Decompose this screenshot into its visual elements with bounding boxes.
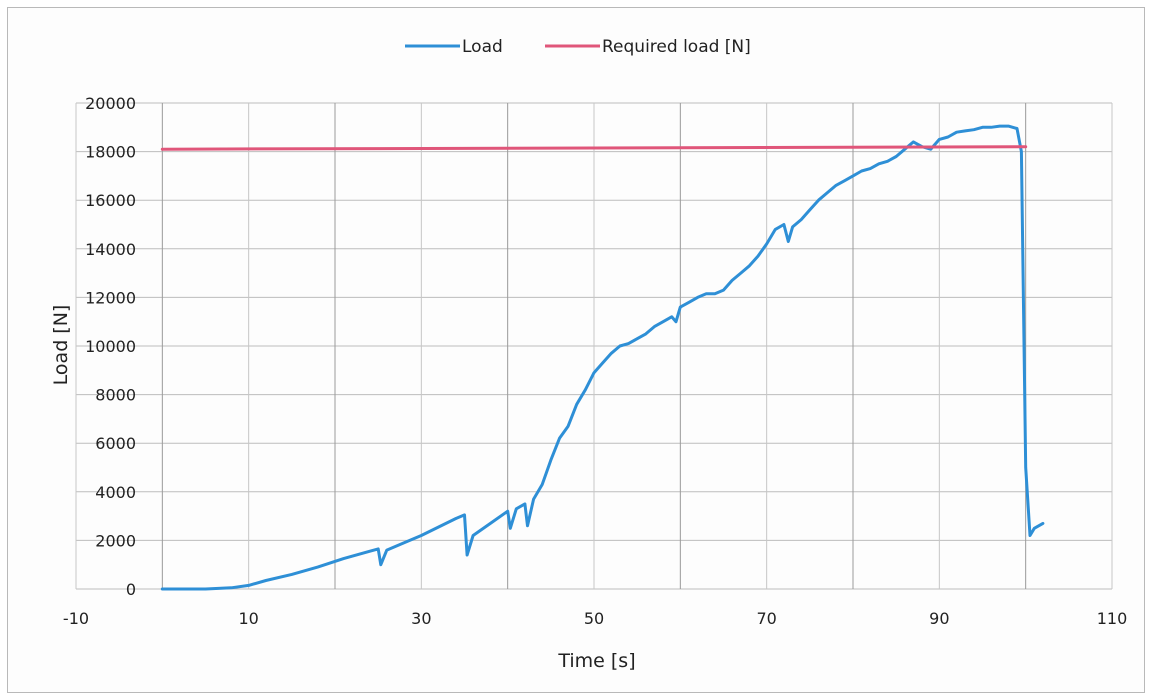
series-line-load — [160, 124, 1045, 591]
y-tick-label-12000: 12000 — [85, 288, 136, 307]
y-tick-label-8000: 8000 — [95, 386, 136, 405]
y-tick-labels: 0 2000 4000 6000 8000 10000 12000 14000 16000 180… — [85, 94, 136, 599]
y-tick-label-4000: 4000 — [95, 483, 136, 502]
legend: Load Required load [N] — [405, 37, 751, 57]
x-tick-label-90: 90 — [929, 609, 949, 628]
x-tick-label-110: 110 — [1097, 609, 1128, 628]
x-tick-label-70: 70 — [756, 609, 776, 628]
y-tick-label-14000: 14000 — [85, 240, 136, 259]
y-tick-label-6000: 6000 — [95, 434, 136, 453]
y-tick-label-20000: 20000 — [85, 94, 136, 113]
grid-layer — [75, 102, 1113, 590]
x-tick-label--10: -10 — [63, 609, 89, 628]
y-tick-label-10000: 10000 — [85, 337, 136, 356]
y-axis-title: Load [N] — [50, 305, 72, 386]
x-tick-label-10: 10 — [238, 609, 258, 628]
legend-required-label: Required load [N] — [602, 37, 751, 57]
y-tick-label-16000: 16000 — [85, 191, 136, 210]
x-tick-label-30: 30 — [411, 609, 431, 628]
series-line-required-load — [160, 145, 1028, 151]
legend-load-label: Load — [462, 37, 503, 57]
y-tick-label-0: 0 — [126, 580, 136, 599]
x-tick-label-50: 50 — [584, 609, 604, 628]
y-tick-label-2000: 2000 — [95, 531, 136, 550]
x-tick-labels: -10 10 30 50 70 90 110 — [63, 609, 1127, 628]
x-axis-title: Time [s] — [557, 650, 635, 672]
chart-frame — [7, 7, 1145, 693]
y-tick-label-18000: 18000 — [85, 143, 136, 162]
series-layer — [160, 124, 1045, 591]
